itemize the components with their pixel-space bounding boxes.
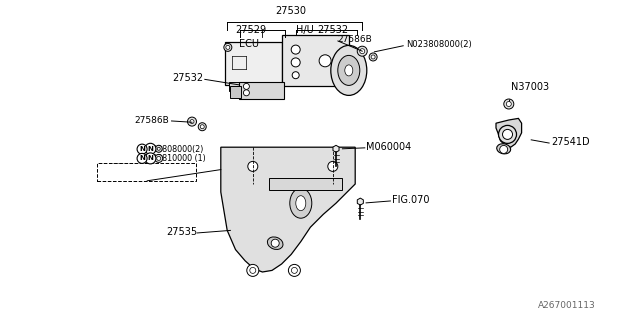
Polygon shape: [221, 147, 355, 272]
Text: A267001113: A267001113: [538, 301, 595, 310]
Polygon shape: [357, 198, 364, 205]
Circle shape: [291, 45, 300, 54]
Circle shape: [190, 120, 194, 124]
Text: 023810000 (1): 023810000 (1): [147, 154, 206, 163]
Text: 27532: 27532: [317, 25, 349, 35]
Text: 27541D: 27541D: [552, 137, 590, 147]
Circle shape: [328, 161, 338, 172]
Circle shape: [271, 239, 279, 247]
Text: N: N: [139, 156, 145, 161]
Circle shape: [156, 145, 162, 152]
Circle shape: [319, 55, 331, 67]
Circle shape: [145, 153, 156, 164]
Circle shape: [250, 268, 256, 273]
Text: ( -'01MY0006): ( -'01MY0006): [101, 163, 156, 172]
Circle shape: [137, 144, 147, 154]
Circle shape: [291, 268, 298, 273]
Circle shape: [247, 264, 259, 276]
Text: H/U: H/U: [296, 25, 314, 35]
Ellipse shape: [338, 55, 360, 85]
Text: 27586B: 27586B: [337, 35, 372, 44]
Bar: [282, 35, 349, 86]
Text: N: N: [139, 146, 145, 152]
Circle shape: [188, 117, 196, 126]
Ellipse shape: [296, 196, 306, 211]
Bar: [239, 82, 284, 99]
Text: N023808000(2): N023808000(2): [406, 40, 472, 49]
Circle shape: [137, 153, 147, 164]
Text: N: N: [147, 146, 154, 152]
FancyBboxPatch shape: [97, 163, 196, 181]
Circle shape: [224, 44, 232, 52]
Ellipse shape: [331, 45, 367, 95]
Ellipse shape: [497, 144, 511, 154]
Circle shape: [157, 147, 160, 150]
Circle shape: [243, 84, 250, 89]
Circle shape: [200, 125, 204, 129]
Circle shape: [357, 46, 367, 56]
Polygon shape: [333, 145, 339, 152]
Text: 27529: 27529: [236, 25, 267, 35]
Text: 023808000(2): 023808000(2): [147, 145, 204, 154]
Text: 27535: 27535: [166, 227, 197, 237]
Ellipse shape: [290, 188, 312, 218]
Text: P100018: P100018: [110, 171, 145, 180]
Text: ECU: ECU: [239, 39, 259, 49]
Bar: [225, 42, 282, 85]
Circle shape: [371, 55, 375, 59]
Bar: [269, 178, 342, 190]
Circle shape: [289, 264, 300, 276]
Circle shape: [155, 155, 163, 163]
Circle shape: [226, 45, 230, 49]
Circle shape: [145, 143, 156, 154]
Circle shape: [157, 156, 161, 160]
Circle shape: [198, 123, 206, 131]
Text: 27532: 27532: [172, 73, 204, 84]
Circle shape: [506, 101, 511, 107]
Circle shape: [502, 129, 513, 140]
Text: N37003: N37003: [511, 82, 549, 92]
Circle shape: [360, 49, 365, 54]
Text: 27586B: 27586B: [135, 116, 170, 124]
Circle shape: [243, 90, 250, 96]
Circle shape: [291, 58, 300, 67]
Text: M060004: M060004: [366, 141, 412, 152]
Circle shape: [499, 125, 516, 143]
Circle shape: [500, 146, 508, 154]
Circle shape: [292, 72, 299, 79]
Bar: [229, 82, 277, 91]
Ellipse shape: [268, 237, 283, 250]
Ellipse shape: [345, 65, 353, 76]
Text: FIG.070: FIG.070: [392, 195, 429, 205]
Circle shape: [369, 53, 377, 61]
Polygon shape: [496, 118, 522, 147]
Bar: [230, 86, 241, 98]
Circle shape: [504, 99, 514, 109]
Text: 27530: 27530: [276, 5, 307, 16]
Circle shape: [248, 161, 258, 172]
Text: N: N: [147, 156, 154, 161]
